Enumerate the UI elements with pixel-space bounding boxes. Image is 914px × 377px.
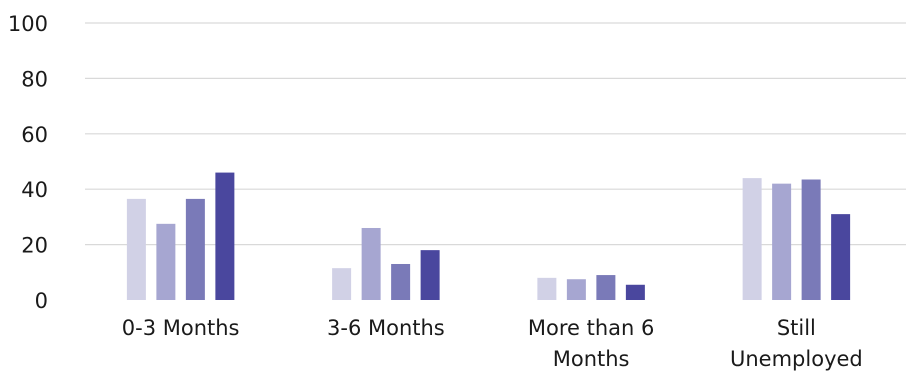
bar xyxy=(772,183,792,300)
y-tick-label: 20 xyxy=(21,234,48,258)
bar xyxy=(215,172,235,300)
bar xyxy=(742,178,762,300)
bar xyxy=(126,198,146,300)
y-axis: 0 20 40 60 80 100 xyxy=(8,12,48,313)
bar xyxy=(420,250,440,300)
bar xyxy=(391,263,411,300)
x-category-label: Still Unemployed xyxy=(730,316,863,371)
bar xyxy=(156,223,176,300)
x-category-label: More than 6 Months xyxy=(528,316,655,371)
y-tick-label: 40 xyxy=(21,178,48,202)
bar xyxy=(596,275,616,300)
x-axis: 0-3 Months 3-6 Months More than 6 Months Sti… xyxy=(122,316,863,371)
y-tick-label: 100 xyxy=(8,12,48,36)
bar xyxy=(625,284,645,300)
bar xyxy=(566,279,586,300)
bar xyxy=(801,179,821,300)
y-tick-label: 80 xyxy=(21,67,48,91)
bars xyxy=(126,172,851,300)
bar xyxy=(831,214,851,300)
bar xyxy=(185,198,205,300)
y-tick-label: 0 xyxy=(35,289,48,313)
x-category-label: 0-3 Months xyxy=(122,316,240,340)
bar xyxy=(537,277,557,300)
y-tick-label: 60 xyxy=(21,123,48,147)
bar xyxy=(332,268,352,300)
x-category-label: 3-6 Months xyxy=(327,316,445,340)
bar xyxy=(361,227,381,300)
